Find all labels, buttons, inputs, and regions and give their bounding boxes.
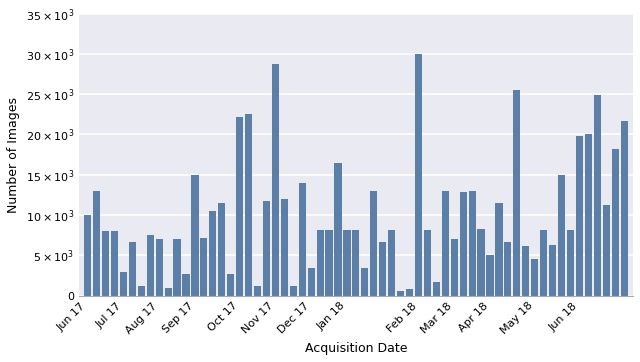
Bar [406,289,413,296]
Bar [120,272,127,296]
Bar [138,286,145,296]
Y-axis label: Number of Images: Number of Images [7,97,20,212]
Bar [102,231,109,296]
Bar [317,230,324,296]
Bar [209,211,216,296]
Bar [388,230,396,296]
Bar [442,191,449,296]
Bar [173,239,180,296]
Bar [129,242,136,296]
Bar [93,191,100,296]
Bar [335,163,342,296]
Bar [468,191,476,296]
Bar [612,149,619,296]
Bar [308,268,315,296]
Bar [191,175,198,296]
Bar [361,268,369,296]
Bar [156,239,163,296]
Bar [200,238,207,296]
Bar [585,135,592,296]
Bar [254,286,261,296]
Bar [379,242,387,296]
X-axis label: Acquisition Date: Acquisition Date [305,342,407,355]
Bar [522,246,529,296]
Bar [263,201,270,296]
Bar [290,286,297,296]
Bar [576,136,583,296]
Bar [299,183,306,296]
Bar [621,121,628,296]
Bar [486,256,493,296]
Bar [236,117,243,296]
Bar [415,54,422,296]
Bar [245,114,252,296]
Bar [549,245,556,296]
Bar [182,274,189,296]
Bar [504,242,511,296]
Bar [397,291,404,296]
Bar [352,230,360,296]
Bar [531,260,538,296]
Bar [433,282,440,296]
Bar [84,215,92,296]
Bar [540,230,547,296]
Bar [164,288,172,296]
Bar [343,230,351,296]
Bar [451,239,458,296]
Bar [495,203,502,296]
Bar [281,199,288,296]
Bar [558,175,565,296]
Bar [218,203,225,296]
Bar [272,64,279,296]
Bar [460,192,467,296]
Bar [477,229,484,296]
Bar [147,235,154,296]
Bar [603,206,610,296]
Bar [370,191,378,296]
Bar [567,231,574,296]
Bar [513,90,520,296]
Bar [424,230,431,296]
Bar [594,95,601,296]
Bar [326,230,333,296]
Bar [111,231,118,296]
Bar [227,274,234,296]
